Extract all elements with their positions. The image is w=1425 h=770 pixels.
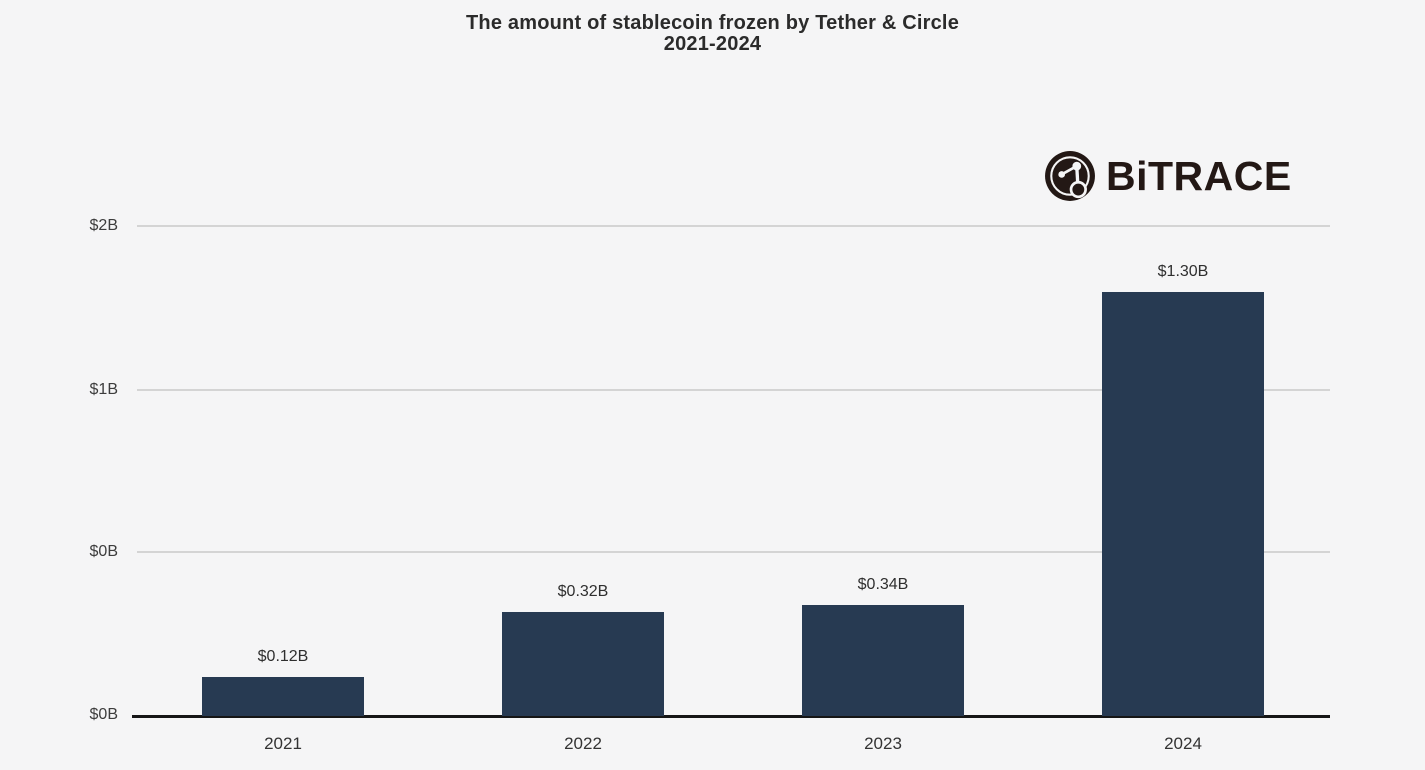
bar-value-label: $0.34B [857,576,909,593]
bar-group-2022: $0.32B 2022 [502,0,664,770]
gridline-1b [137,389,1330,391]
gridline-2b [137,225,1330,227]
bitrace-network-icon [1045,151,1095,201]
bar-2023 [802,605,964,716]
bar-value-label: $1.30B [1157,263,1209,280]
bar-2024 [1102,292,1264,716]
chart-title-line2: 2021-2024 [663,33,762,55]
x-axis-label-2022: 2022 [564,734,602,753]
y-axis-tick-label: $2B [89,217,118,234]
bar-value-label: $0.32B [557,583,609,600]
x-axis-label-2021: 2021 [264,734,302,753]
bitrace-logo-text: BiTRACE [1106,153,1292,199]
y-axis-tick-label: $0B [89,543,118,560]
chart-title-line1: The amount of stablecoin frozen by Tethe… [465,12,960,34]
bar-2022 [502,612,664,716]
bar-2021 [202,677,364,716]
bar-group-2023: $0.34B 2023 [802,0,964,770]
y-axis-tick-label: $0B [89,706,118,723]
bar-value-label: $0.12B [257,648,309,665]
x-axis-line [132,715,1330,718]
bitrace-logo: BiTRACE [1044,150,1292,202]
bar-group-2021: $0.12B 2021 [202,0,364,770]
bar-group-2024: $1.30B 2024 [1102,0,1264,770]
x-axis-label-2024: 2024 [1164,734,1202,753]
x-axis-label-2023: 2023 [864,734,902,753]
chart-title: The amount of stablecoin frozen by Tethe… [0,13,1425,55]
y-axis-tick-label: $1B [89,381,118,398]
gridline-0-5b [137,551,1330,553]
